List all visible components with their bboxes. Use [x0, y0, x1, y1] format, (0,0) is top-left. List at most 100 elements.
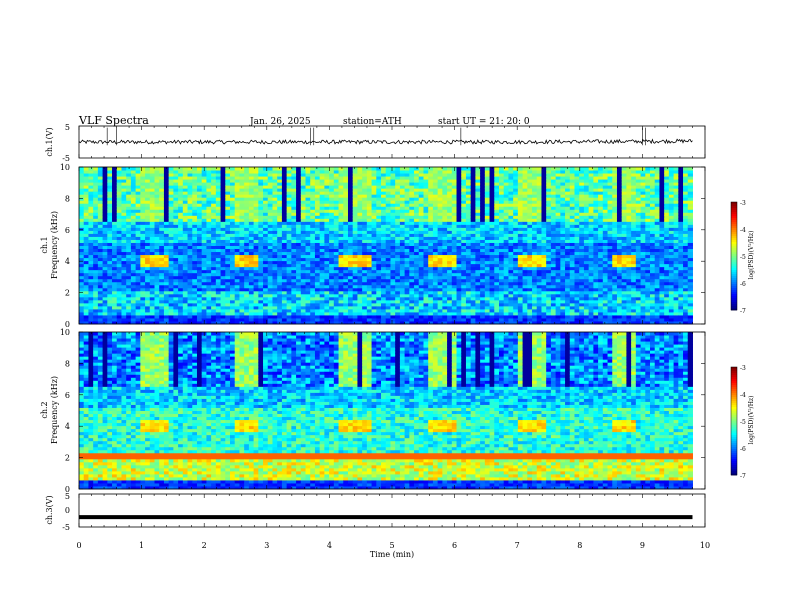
spec-cell	[352, 302, 358, 307]
spec-cell	[305, 230, 311, 234]
spec-cell	[234, 221, 240, 225]
spec-cell	[187, 239, 193, 243]
spec-cell	[385, 242, 391, 246]
spec-cell	[140, 266, 146, 271]
spec-cell	[239, 227, 245, 231]
spec-cell	[220, 230, 226, 234]
spec-cell	[211, 254, 217, 259]
spec-cell	[310, 260, 316, 265]
spec-cell	[428, 257, 434, 262]
spec-cell	[366, 224, 373, 228]
spec-cell	[447, 308, 453, 313]
spec-cell	[102, 221, 108, 225]
spec-cell	[385, 191, 391, 195]
spec-cell	[187, 185, 193, 189]
spec-cell	[215, 212, 222, 216]
spec-cell	[225, 305, 231, 310]
spec-cell	[300, 287, 307, 292]
spec-cell	[163, 194, 170, 198]
spec-cell	[319, 212, 325, 216]
spec-cell	[428, 266, 434, 271]
spec-cell	[475, 290, 481, 295]
spec-cell	[263, 194, 269, 198]
spec-cell	[201, 197, 207, 201]
spec-cell	[145, 209, 151, 213]
spec-cell	[428, 167, 434, 171]
spec-cell	[121, 179, 127, 183]
spec-cell	[263, 176, 269, 180]
spec-cell	[149, 227, 156, 231]
spec-cell	[310, 320, 316, 325]
spec-cell	[314, 209, 321, 213]
spec-cell	[281, 272, 288, 277]
spec-cell	[470, 221, 476, 225]
spec-cell	[470, 290, 476, 295]
spec-cell	[480, 272, 486, 277]
spec-cell	[442, 278, 448, 283]
spec-cell	[423, 254, 429, 259]
spec-cell	[409, 287, 415, 292]
spec-cell	[418, 167, 424, 171]
spec-cell	[244, 278, 250, 283]
spec-cell	[404, 254, 410, 259]
spec-cell	[225, 314, 231, 319]
spec-cell	[140, 173, 146, 177]
spec-cell	[343, 200, 349, 204]
spec-cell	[154, 311, 160, 316]
spec-cell	[352, 260, 358, 265]
spec-cell	[277, 320, 283, 325]
spec-cell	[362, 260, 368, 265]
spec-cell	[404, 179, 410, 183]
spec-cell	[286, 302, 292, 307]
spec-cell	[508, 296, 514, 301]
spec-cell	[196, 188, 203, 192]
spec-cell	[305, 218, 311, 222]
spec-cell	[206, 287, 212, 292]
spec-cell	[310, 224, 316, 228]
spec-cell	[126, 296, 132, 301]
spec-cell	[220, 170, 226, 174]
spec-cell	[135, 317, 141, 322]
spec-cell	[168, 284, 174, 289]
spec-cell	[178, 200, 184, 204]
spec-cell	[314, 254, 321, 259]
spec-cell	[206, 236, 212, 240]
spec-cell	[480, 221, 486, 225]
spec-cell	[381, 251, 387, 256]
spec-cell	[140, 215, 146, 219]
spec-cell	[130, 230, 137, 234]
spec-cell	[225, 290, 231, 295]
spec-cell	[281, 191, 288, 195]
spec-cell	[404, 314, 410, 319]
spec-cell	[513, 185, 519, 189]
spec-cell	[366, 221, 373, 225]
spec-cell	[494, 221, 500, 225]
spec-cell	[286, 170, 292, 174]
spec-cell	[112, 275, 118, 280]
spec-cell	[168, 215, 174, 219]
spec-cell	[432, 218, 439, 222]
spec-cell	[503, 317, 509, 322]
spec-cell	[314, 218, 321, 222]
spec-cell	[102, 224, 108, 228]
spec-cell	[461, 284, 467, 289]
spec-cell	[414, 236, 420, 240]
spec-cell	[333, 317, 340, 322]
spec-cell	[432, 296, 439, 301]
spec-cell	[338, 251, 344, 256]
spec-cell	[447, 173, 453, 177]
spec-cell	[484, 218, 491, 222]
spec-cell	[376, 197, 382, 201]
spec-cell	[423, 263, 429, 268]
spec-cell	[93, 275, 99, 280]
spec-cell	[182, 179, 189, 183]
spec-cell	[130, 272, 137, 277]
spec-cell	[253, 248, 259, 253]
spec-cell	[248, 188, 255, 192]
spec-cell	[475, 275, 481, 280]
spec-cell	[149, 167, 156, 171]
spec-cell	[206, 179, 212, 183]
spec-cell	[215, 203, 222, 207]
spec-cell	[461, 269, 467, 274]
spec-cell	[390, 176, 396, 180]
